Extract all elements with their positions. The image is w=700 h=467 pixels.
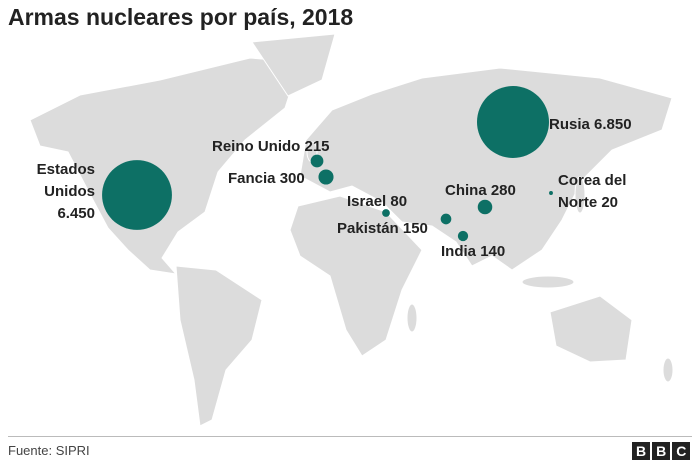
bubble [102,160,172,230]
value-label: 215 [304,138,330,155]
north-america [29,57,301,275]
logo-box [632,442,650,460]
indonesia [521,275,575,289]
country-name: Corea del Norte [558,172,627,211]
value-label: 300 [279,170,305,187]
eurasia [299,67,673,271]
bubbles [102,86,553,242]
bubble [310,154,324,168]
country-name: Pakistán [337,220,399,237]
value-label: 80 [390,193,408,210]
country-label: India 140 [441,241,541,263]
logo: BBC [632,442,690,460]
world-map [29,33,674,427]
japan [574,176,586,214]
country-label: Corea del Norte 20 [558,170,658,214]
logo-boxes: BBC [632,442,690,460]
madagascar [406,303,418,333]
value-label: 6.850 [594,116,632,133]
country-name: Rusia [549,116,590,133]
bubble [440,213,452,225]
logo-text: BBC [636,443,697,459]
country-label: Pakistán 150 [337,218,457,240]
bubble [477,199,493,215]
logo-box [672,442,690,460]
australia [549,295,633,363]
bubble [382,209,390,217]
country-name: India [441,243,477,260]
logo-box [652,442,670,460]
country-label: Fancia 300 [228,168,328,190]
bubble [457,230,469,242]
bubble [549,191,553,195]
country-label: Israel 80 [347,191,437,213]
value-label: 150 [402,220,428,237]
value-label: 6.450 [57,205,95,222]
country-label: Rusia 6.850 [549,114,669,136]
value-label: 140 [480,243,506,260]
country-label: Estados Unidos 6.450 [10,159,95,225]
bubble [318,169,334,185]
bubble [477,86,549,158]
title: Armas nucleares por país, 2018 [8,4,354,30]
value-label: 280 [490,182,516,199]
country-name: Estados Unidos [36,161,95,200]
greenland [251,33,336,97]
value-label: 20 [601,194,619,211]
south-america [175,265,263,427]
country-name: Fancia [228,170,276,187]
country-name: Reino Unido [212,138,301,155]
country-name: China [445,182,487,199]
new-zealand [662,357,674,383]
country-label: Reino Unido 215 [212,136,352,158]
country-name: Israel [347,193,387,210]
africa [289,195,423,357]
source: Fuente: SIPRI [8,443,90,458]
footer-rule [8,436,692,437]
country-label: China 280 [445,180,545,202]
